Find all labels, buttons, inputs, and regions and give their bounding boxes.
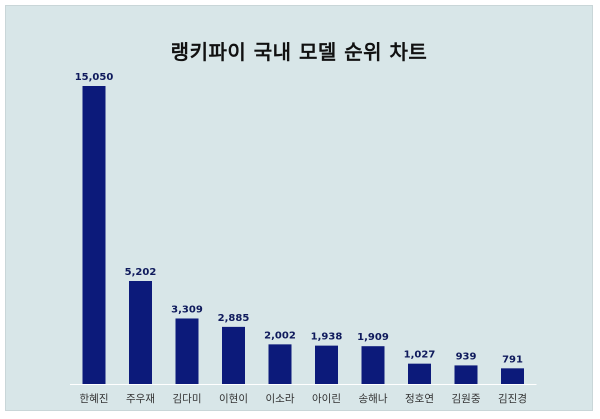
bar-value-label-10: 791: [502, 354, 523, 365]
bar-value-label-2: 5,202: [125, 267, 157, 278]
category-label-10: 김진경: [498, 392, 527, 405]
bar-10: [501, 368, 524, 384]
bar-1: [82, 86, 106, 384]
category-label-7: 송해나: [359, 392, 388, 405]
category-label-8: 정호연: [405, 393, 434, 405]
category-label-5: 이소라: [266, 393, 295, 405]
bar-value-label-1: 15,050: [75, 72, 114, 83]
category-label-3: 김다미: [173, 393, 202, 405]
category-label-1: 한혜진: [80, 393, 109, 405]
bar-3: [175, 318, 199, 384]
bar-9: [454, 365, 478, 384]
bar-6: [315, 345, 338, 384]
chart-title: 랭키파이 국내 모델 순위 차트: [170, 40, 428, 64]
category-label-4: 이현이: [219, 393, 248, 405]
category-label-9: 김원중: [452, 393, 481, 405]
bar-8: [408, 363, 431, 384]
value-labels-group: 15,050 5,202 3,309 2,885 2,002 1,938 1,909 1,02…: [75, 72, 523, 365]
bar-chart: 15,050 5,202 3,309 2,885 2,002 1,938 1,909 1,02…: [70, 72, 537, 405]
bar-value-label-8: 1,027: [404, 350, 436, 361]
bar-value-label-7: 1,909: [357, 332, 389, 343]
bar-value-label-6: 1,938: [311, 332, 343, 343]
bar-7: [361, 346, 385, 384]
category-label-6: 아이린: [312, 393, 341, 405]
category-labels-group: 한혜진 주우재 김다미 이현이 이소라 아이린 송해나 정호연 김원중 김진경: [80, 392, 527, 405]
bar-5: [268, 344, 292, 384]
bar-2: [129, 280, 152, 384]
bars-group: [82, 86, 524, 384]
bar-value-label-4: 2,885: [218, 313, 250, 324]
bar-4: [222, 326, 245, 384]
bar-value-label-5: 2,002: [264, 330, 296, 341]
bar-value-label-3: 3,309: [171, 304, 203, 315]
category-label-2: 주우재: [126, 393, 155, 405]
chart-frame: 랭키파이 국내 모델 순위 차트 15,050 5,202 3,309 2,885 2,…: [5, 5, 593, 411]
bar-value-label-9: 939: [456, 351, 477, 362]
